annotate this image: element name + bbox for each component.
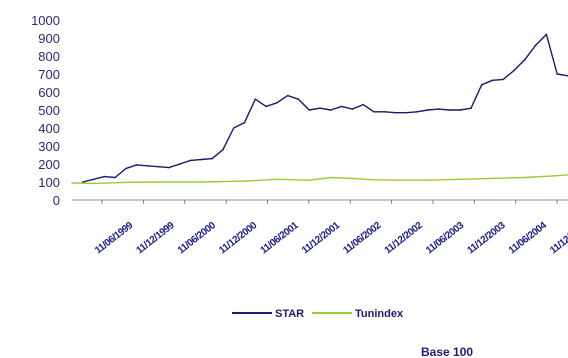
data-point-star [265, 105, 267, 108]
series-layer [71, 33, 568, 185]
data-point-star [286, 94, 289, 97]
data-point-star [502, 78, 505, 81]
data-point-tunindex [491, 177, 494, 180]
x-tick-label: 11/06/2000 [176, 220, 219, 257]
data-point-star [362, 103, 364, 106]
data-point-star [92, 178, 95, 181]
data-point-star [308, 109, 311, 111]
data-point-star [416, 111, 418, 113]
y-tick-label: 500 [38, 103, 60, 118]
data-point-star [459, 109, 461, 111]
data-point-tunindex [427, 179, 429, 181]
data-point-star [222, 148, 224, 151]
x-tick-label: 11/06/2002 [341, 220, 384, 257]
data-point-star [81, 181, 84, 183]
x-tick-label: 11/12/1999 [134, 220, 177, 257]
data-point-tunindex [329, 176, 332, 179]
data-point-star [556, 73, 559, 75]
x-tick-label: 11/12/2000 [217, 220, 260, 257]
data-point-star [125, 167, 127, 170]
data-point-tunindex [92, 182, 95, 185]
y-tick-label: 200 [38, 157, 60, 172]
data-point-star [276, 102, 278, 104]
data-point-star [480, 84, 483, 86]
data-point-star [319, 107, 321, 109]
data-point-tunindex [394, 179, 397, 181]
data-point-tunindex [276, 178, 278, 181]
data-point-star [340, 105, 343, 108]
data-point-star [437, 108, 440, 110]
data-point-star [114, 176, 116, 179]
data-point-tunindex [200, 181, 203, 183]
data-point-star [427, 109, 429, 111]
y-tick-label: 300 [38, 139, 60, 154]
data-point-star [146, 165, 149, 167]
y-tick-label: 600 [38, 85, 60, 100]
legend-label-star: STAR [275, 308, 304, 320]
y-tick-label: 100 [38, 175, 60, 190]
data-point-star [373, 111, 375, 113]
data-point-tunindex [308, 179, 311, 181]
data-point-star [200, 158, 203, 161]
y-tick-label: 0 [53, 193, 60, 208]
data-point-tunindex [556, 174, 559, 177]
base-annotation: Base 100 [421, 345, 473, 358]
data-point-star [513, 69, 515, 72]
data-point-star [168, 166, 170, 169]
data-point-star [179, 163, 181, 165]
x-tick-label: 11/12/2004 [548, 220, 568, 257]
data-point-tunindex [243, 180, 246, 182]
data-point-star [329, 109, 332, 111]
x-tick-label: 11/06/2001 [259, 220, 302, 257]
y-tick-label: 700 [38, 67, 60, 82]
x-tick-label: 11/12/2002 [383, 220, 426, 257]
data-point-star [254, 98, 257, 100]
y-tick-label: 400 [38, 121, 60, 136]
data-point-tunindex [351, 177, 354, 180]
y-axis-ticks: 0 100 200 300 400 500 600 700 800 900 1000 [31, 13, 60, 208]
series-line-star [82, 33, 568, 183]
data-point-tunindex [71, 182, 73, 184]
data-point-star [524, 58, 526, 61]
x-axis-ticks: 11/06/1999 11/12/1999 11/06/2000 11/12/2000… [93, 200, 568, 256]
data-point-tunindex [157, 181, 160, 183]
x-tick-label: 11/06/2004 [507, 220, 550, 257]
data-point-star [189, 159, 192, 162]
data-point-star [297, 98, 300, 100]
y-tick-label: 900 [38, 31, 60, 46]
data-point-star [545, 33, 548, 36]
data-point-star [383, 111, 386, 113]
legend-label-tunindex: Tunindex [355, 308, 404, 320]
data-point-star [103, 175, 106, 178]
x-tick-label: 11/12/2003 [465, 220, 508, 257]
x-tick-label: 11/12/2001 [300, 220, 343, 257]
data-point-star [135, 164, 138, 166]
data-point-star [157, 165, 160, 168]
data-point-star [211, 157, 213, 160]
data-point-star [232, 127, 235, 129]
data-point-star [491, 79, 494, 82]
x-tick-label: 11/06/2003 [424, 220, 467, 257]
data-point-tunindex [524, 176, 526, 179]
data-point-tunindex [373, 179, 375, 181]
data-point-star [470, 107, 472, 109]
data-point-star [534, 44, 537, 46]
data-point-star [405, 111, 408, 114]
data-point-star [351, 108, 354, 110]
data-point-tunindex [125, 181, 127, 184]
data-point-tunindex [459, 178, 461, 181]
legend: STAR Tunindex [232, 308, 404, 320]
data-point-star [243, 121, 246, 124]
series-line-tunindex [71, 174, 568, 185]
y-tick-label: 800 [38, 49, 60, 64]
data-point-star [394, 111, 397, 114]
data-point-star [448, 109, 451, 111]
x-tick-label: 11/06/1999 [93, 220, 136, 257]
y-tick-label: 1000 [31, 13, 60, 28]
